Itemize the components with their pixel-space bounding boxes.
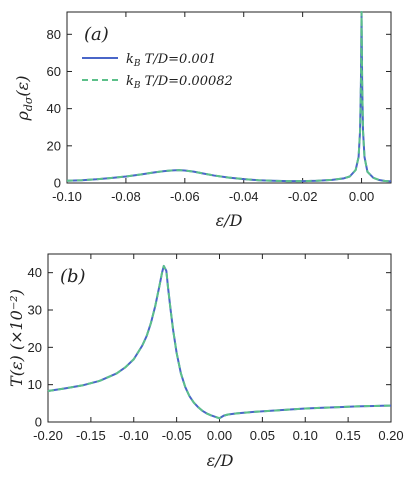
panel-b-xtick-label: 0.10 (293, 428, 318, 443)
panel-a-xtick-label: -0.06 (170, 189, 200, 204)
panel-b-xtick-label: 0.00 (207, 428, 232, 443)
panel-a-ytick-label: 60 (47, 64, 61, 79)
legend-label-solid: kB T/D=0.001 (126, 52, 216, 69)
panel-a-ylabel: ρdσ(ε) (13, 75, 35, 121)
panel-a-ytick-label: 20 (47, 138, 61, 153)
panel-b-ylabel: T(ε) (×10⁻²) (7, 289, 26, 387)
panel-b-series (47, 264, 392, 420)
panel-b-xtick-label: 0.15 (335, 428, 360, 443)
panel-b-ytick-label: 20 (28, 340, 42, 355)
panel-a-ytick-label: 0 (54, 176, 61, 191)
panel-b-xtick-label: -0.10 (119, 428, 149, 443)
panel-b-frame (47, 253, 392, 423)
panel-b-xtick-label: 0.20 (378, 428, 403, 443)
panel-b-xlabel: ε/D (207, 451, 234, 470)
panel-a-series-solid (66, 11, 392, 183)
panel-a-legend: kB T/D=0.001 kB T/D=0.00082 (82, 52, 233, 91)
legend-label-dashed: kB T/D=0.00082 (126, 74, 233, 91)
panel-b-ytick-label: 40 (28, 265, 42, 280)
panel-b-xtick-label: -0.15 (76, 428, 106, 443)
panel-a-axes: -0.10 -0.08 -0.06 -0.04 -0.02 0.00 0 20 40 60 80 (47, 12, 391, 204)
panel-a-series (66, 11, 392, 183)
panel-b-ytick-label: 0 (35, 415, 42, 430)
panel-b-ytick-label: 30 (28, 303, 42, 318)
panel-a-ytick-label: 80 (47, 27, 61, 42)
panel-a-chart: -0.10 -0.08 -0.06 -0.04 -0.02 0.00 0 20 40 60 80 (… (13, 11, 392, 230)
panel-a-ytick-label: 40 (47, 101, 61, 116)
panel-a-tag: (a) (84, 24, 109, 45)
panel-a-series-dashed (66, 11, 392, 183)
panel-b-tag: (b) (60, 266, 86, 287)
panel-b-xtick-label: -0.05 (162, 428, 192, 443)
panel-b-series-dashed (47, 264, 392, 420)
panel-a-xtick-label: -0.04 (229, 189, 259, 204)
panel-b-series-solid (47, 264, 392, 420)
panel-a-xtick-label: -0.02 (288, 189, 318, 204)
panel-b-xtick-label: -0.20 (33, 428, 63, 443)
panel-b-ytick-label: 10 (28, 377, 42, 392)
panel-a-xtick-label: 0.00 (349, 189, 374, 204)
panel-a-xtick-label: -0.10 (52, 189, 82, 204)
panel-b-axes: -0.20 -0.15 -0.10 -0.05 0.00 0.05 0.10 0.15 0.20… (28, 254, 404, 443)
panel-b-xtick-label: 0.05 (250, 428, 275, 443)
panel-a-xlabel: ε/D (216, 211, 243, 230)
panel-a-xtick-label: -0.08 (111, 189, 141, 204)
panel-b-chart: -0.20 -0.15 -0.10 -0.05 0.00 0.05 0.10 0.15 0.20… (7, 253, 404, 470)
panel-a-frame (66, 11, 392, 184)
